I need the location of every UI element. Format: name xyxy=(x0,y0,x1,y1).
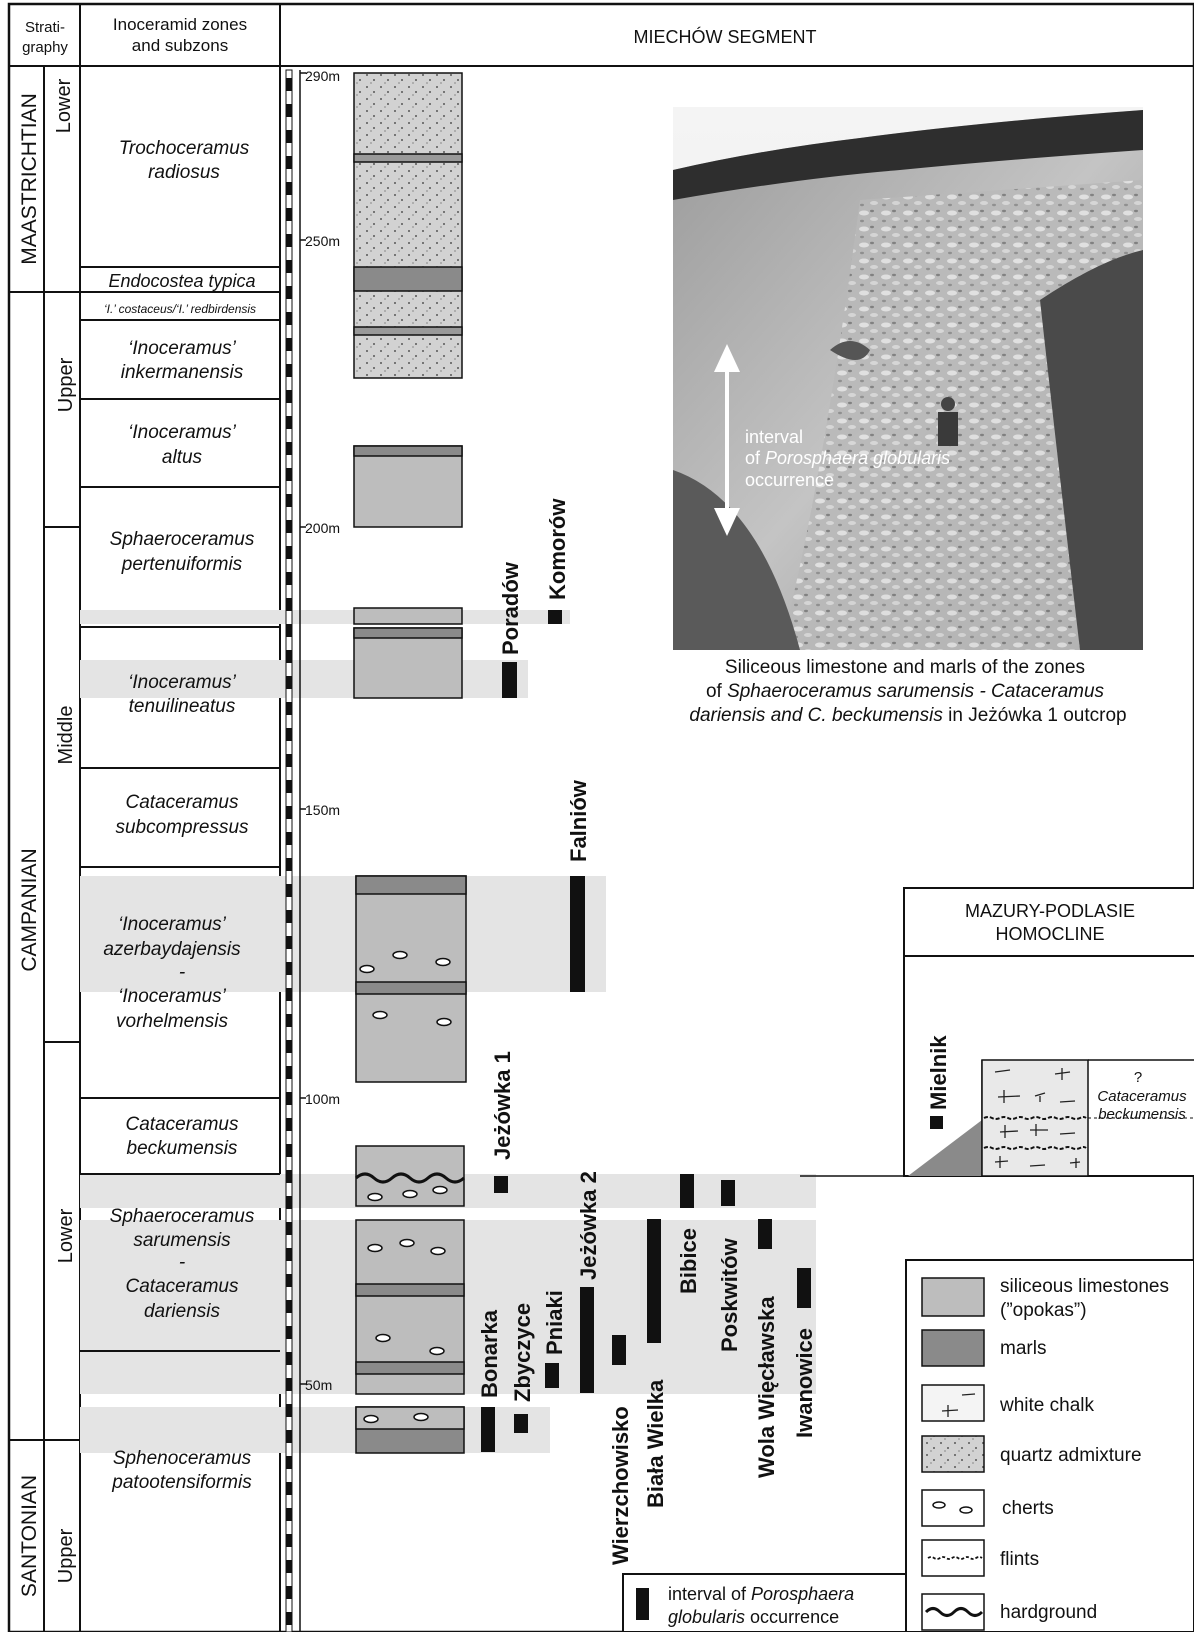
header-segment: MIECHÓW SEGMENT xyxy=(634,26,817,47)
photo-caption-line3: dariensis and C. beckumensis in Jeżówka … xyxy=(689,705,1126,726)
zone-sarumensis-2: sarumensis xyxy=(133,1230,231,1251)
zone-azerbaydajensis-1: ‘Inoceramus’ xyxy=(118,914,226,935)
zone-patootensiformis-1: Sphenoceramus xyxy=(113,1448,252,1469)
locality-wola-wieclawska: Wola Więcławska xyxy=(754,1296,779,1478)
zone-tenuilineatus-2: tenuilineatus xyxy=(129,696,236,717)
zone-dariensis-2: dariensis xyxy=(144,1301,221,1322)
zone-pertenuiformis-1: Sphaeroceramus xyxy=(110,529,255,550)
zone-azerbaydajensis-dash: - xyxy=(179,962,185,983)
scale-200m: 200m xyxy=(305,520,340,536)
substage-santonian-upper: Upper xyxy=(55,1528,77,1583)
legend-interval-line2: globularis occurrence xyxy=(668,1607,839,1627)
substage-campanian-middle: Middle xyxy=(55,706,77,765)
legend-quartz: quartz admixture xyxy=(1000,1445,1142,1466)
photo-caption-line2: of Sphaeroceramus sarumensis - Cataceram… xyxy=(706,681,1105,702)
zone-trochoceramus-2: radiosus xyxy=(148,162,220,183)
zone-pertenuiformis-2: pertenuiformis xyxy=(121,554,243,575)
substage-maastrichtian-lower: Lower xyxy=(53,78,75,133)
locality-mielnik: Mielnik xyxy=(926,1035,951,1110)
zone-vorhelmensis-1: ‘Inoceramus’ xyxy=(118,986,226,1007)
mazury-zone-1: Cataceramus xyxy=(1097,1088,1187,1105)
locality-biala-wielka: Biała Wielka xyxy=(643,1379,668,1508)
zone-costaceus-redbirdensis: ‘I.’ costaceus/‘I.’ redbirdensis xyxy=(104,302,256,316)
zone-sarumensis-1: Sphaeroceramus xyxy=(110,1206,255,1227)
locality-iwanowice: Iwanowice xyxy=(792,1328,817,1438)
photo-caption-line1: Siliceous limestone and marls of the zon… xyxy=(725,657,1085,678)
mazury-title-1: MAZURY-PODLASIE xyxy=(965,901,1135,921)
photo-label-line3: occurrence xyxy=(745,470,834,490)
zone-sarumensis-dash: - xyxy=(179,1252,185,1273)
legend-swatch-chalk xyxy=(922,1385,984,1421)
legend-swatch-interval xyxy=(636,1588,649,1620)
zone-altus-1: ‘Inoceramus’ xyxy=(128,422,236,443)
legend-interval-line1: interval of Porosphaera xyxy=(668,1584,854,1604)
substage-campanian-lower: Lower xyxy=(55,1208,77,1263)
mazury-question: ? xyxy=(1134,1069,1142,1086)
header-stratigraphy-1: Strati- xyxy=(25,19,65,36)
photo-label-line2: of Porosphaera globularis xyxy=(745,448,950,468)
substage-campanian-upper: Upper xyxy=(55,357,77,412)
stage-santonian: SANTONIAN xyxy=(18,1475,41,1597)
locality-komorow: Komorów xyxy=(545,498,570,600)
legend-hardground: hardground xyxy=(1000,1602,1097,1623)
legend-swatch-marl xyxy=(922,1330,984,1366)
zone-beckumensis-2: beckumensis xyxy=(127,1138,238,1159)
scale-50m: 50m xyxy=(305,1377,332,1393)
stage-campanian: CAMPANIAN xyxy=(18,848,41,971)
legend-swatch-quartz xyxy=(922,1436,984,1472)
locality-bonarka: Bonarka xyxy=(477,1309,502,1398)
scale-290m: 290m xyxy=(305,68,340,84)
locality-falniow: Falniów xyxy=(566,779,591,862)
scale-250m: 250m xyxy=(305,233,340,249)
zone-altus-2: altus xyxy=(162,447,203,468)
zone-tenuilineatus-1: ‘Inoceramus’ xyxy=(128,672,236,693)
header-zones-2: and subzons xyxy=(132,36,228,55)
zone-subcompressus-1: Cataceramus xyxy=(126,792,239,813)
mazury-zone-2: beckumensis xyxy=(1098,1106,1186,1123)
zone-trochoceramus-1: Trochoceramus xyxy=(119,138,250,159)
locality-wierzchowisko: Wierzchowisko xyxy=(608,1406,633,1565)
locality-jezowka-1: Jeżówka 1 xyxy=(490,1051,515,1160)
locality-pniaki: Pniaki xyxy=(542,1290,567,1355)
zone-inkermanensis-1: ‘Inoceramus’ xyxy=(128,338,236,359)
locality-bibice: Bibice xyxy=(676,1228,701,1294)
locality-poskwitow: Poskwitów xyxy=(717,1237,742,1352)
zone-patootensiformis-2: patootensiformis xyxy=(111,1472,252,1493)
legend-flints: flints xyxy=(1000,1549,1039,1570)
zone-labels: Trochoceramus radiosus Endocostea typica… xyxy=(103,138,256,1493)
locality-jezowka-2: Jeżówka 2 xyxy=(576,1171,601,1280)
stage-maastrichtian: MAASTRICHTIAN xyxy=(18,93,41,265)
header-stratigraphy-2: graphy xyxy=(22,39,68,56)
photo-label-line1: interval xyxy=(745,427,803,447)
zone-subcompressus-2: subcompressus xyxy=(115,817,249,838)
legend-swatch-opoka xyxy=(922,1278,984,1316)
legend-cherts: cherts xyxy=(1002,1498,1054,1519)
depth-scale xyxy=(286,70,306,1632)
header-zones-1: Inoceramid zones xyxy=(113,15,247,34)
legend-swatch-cherts xyxy=(922,1490,984,1526)
legend-siliceous-2: (”opokas”) xyxy=(1000,1300,1087,1321)
scale-100m: 100m xyxy=(305,1091,340,1107)
zone-endocostea: Endocostea typica xyxy=(108,271,255,291)
scale-150m: 150m xyxy=(305,802,340,818)
mazury-title-2: HOMOCLINE xyxy=(995,924,1104,944)
legend-siliceous-1: siliceous limestones xyxy=(1000,1276,1169,1297)
zone-dariensis-1: Cataceramus xyxy=(126,1276,239,1297)
zone-inkermanensis-2: inkermanensis xyxy=(121,362,244,383)
outcrop-photo xyxy=(673,107,1143,650)
zone-beckumensis-1: Cataceramus xyxy=(126,1114,239,1135)
legend-marls: marls xyxy=(1000,1338,1046,1359)
locality-zbyczyce: Zbyczyce xyxy=(510,1303,535,1402)
zone-azerbaydajensis-2: azerbaydajensis xyxy=(103,939,241,960)
legend-chalk: white chalk xyxy=(999,1395,1094,1416)
zone-vorhelmensis-2: vorhelmensis xyxy=(116,1011,228,1032)
locality-poradow: Poradów xyxy=(498,561,523,655)
